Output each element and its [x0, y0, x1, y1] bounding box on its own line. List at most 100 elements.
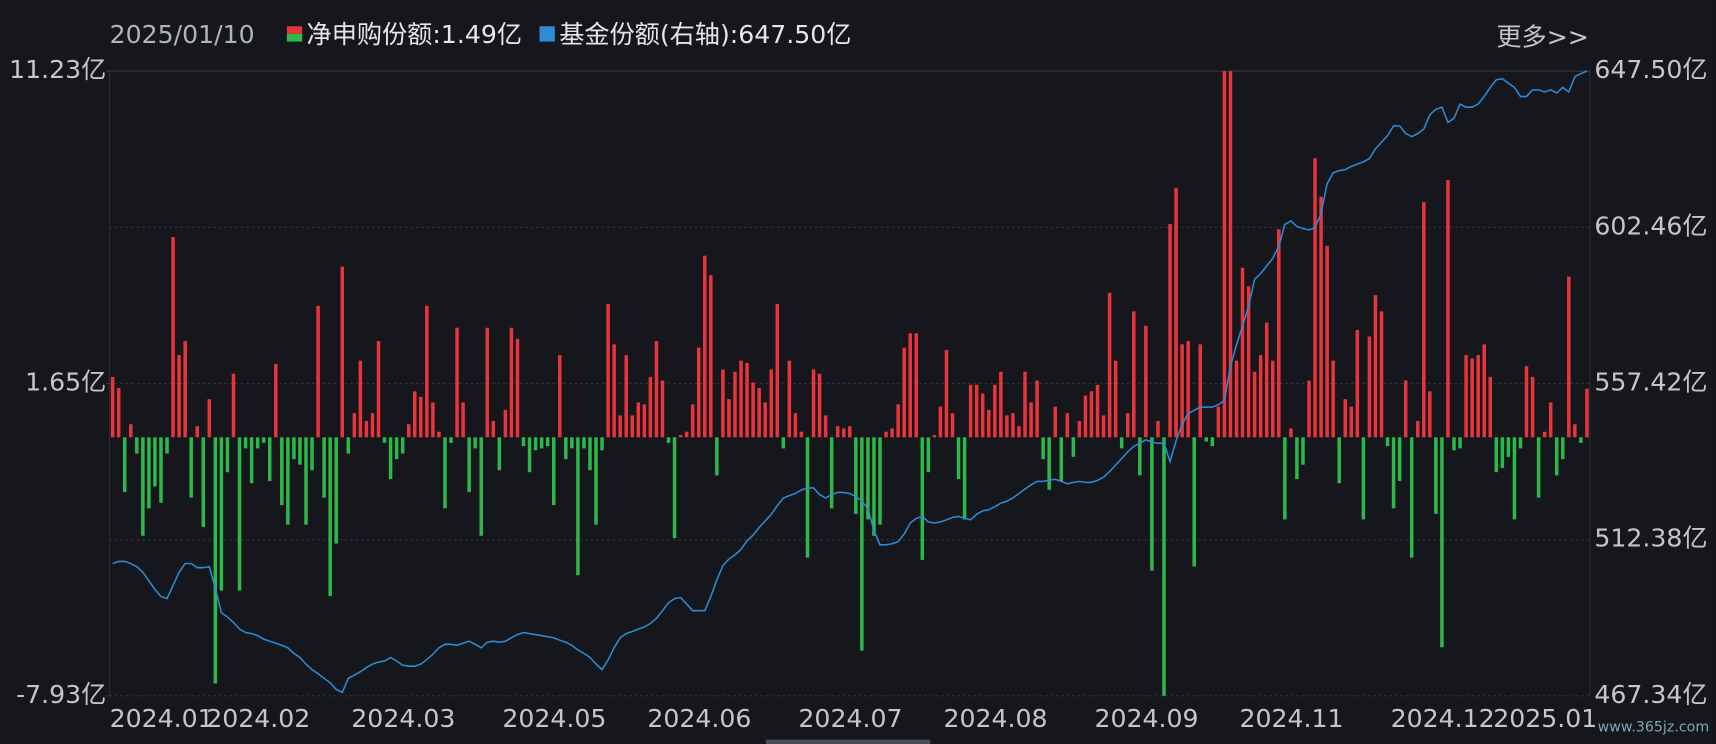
bar: [153, 437, 157, 487]
x-tick-label: 2024.05: [502, 704, 606, 733]
bar: [908, 333, 912, 438]
y-tick-label: -7.93亿: [16, 680, 106, 709]
scrollbar[interactable]: [766, 739, 931, 744]
bar: [1391, 437, 1396, 509]
bar: [842, 428, 846, 438]
bar: [509, 327, 514, 438]
bar: [715, 437, 719, 476]
bar: [709, 275, 713, 438]
bar: [473, 437, 477, 449]
bar: [999, 371, 1003, 438]
bar: [1452, 437, 1456, 451]
legend-swatch: [539, 26, 555, 42]
bar: [1512, 437, 1517, 520]
bar: [177, 355, 181, 438]
bar: [1409, 437, 1414, 558]
bar: [1337, 437, 1341, 484]
bar: [189, 437, 193, 498]
bar: [1216, 406, 1221, 438]
bar: [993, 384, 997, 438]
bar: [872, 437, 876, 536]
bar: [364, 420, 369, 438]
bar: [261, 437, 266, 443]
bar: [606, 303, 610, 438]
bar: [159, 437, 163, 503]
x-tick-label: 2024.03: [351, 704, 455, 733]
bar: [854, 437, 858, 514]
bar: [962, 437, 967, 520]
bar: [1107, 292, 1112, 438]
bar: [1071, 437, 1076, 457]
bar: [1186, 341, 1190, 438]
bar: [521, 437, 526, 447]
bar: [1403, 380, 1408, 438]
bar: [1385, 437, 1390, 447]
bar: [551, 437, 556, 506]
bar: [1125, 413, 1130, 438]
bar: [733, 371, 737, 438]
bar: [147, 437, 151, 509]
bar: [987, 409, 991, 438]
bar: [1536, 437, 1541, 498]
bar: [582, 437, 586, 449]
bar: [533, 437, 538, 451]
bar: [219, 437, 224, 591]
bar: [1059, 437, 1064, 481]
bar: [594, 437, 598, 525]
bar: [1319, 196, 1323, 438]
bar: [1428, 391, 1432, 438]
y2-tick-label: 602.46亿: [1594, 211, 1707, 240]
bar: [1144, 325, 1148, 438]
bar: [727, 399, 731, 438]
x-tick-label: 2024.11: [1240, 704, 1344, 733]
bar: [968, 384, 973, 438]
bar: [1585, 388, 1589, 438]
bar: [1252, 371, 1257, 438]
bar: [334, 437, 338, 544]
bar: [576, 437, 580, 576]
bar: [316, 305, 320, 438]
bar: [1567, 276, 1571, 438]
bar: [848, 426, 852, 438]
bar: [292, 437, 296, 460]
bar: [1524, 366, 1529, 438]
bar: [1180, 344, 1184, 438]
x-tick-label: 2024.12: [1391, 704, 1495, 733]
y2-tick-label: 467.34亿: [1594, 680, 1707, 709]
bar: [358, 360, 363, 438]
bar: [515, 338, 520, 438]
bar: [1035, 380, 1039, 438]
more-link[interactable]: 更多>>: [1496, 22, 1588, 51]
bar: [406, 424, 411, 438]
x-tick-label: 2024.07: [798, 704, 902, 733]
bar: [1277, 229, 1281, 438]
bar: [823, 415, 828, 438]
bar: [588, 437, 592, 471]
bar: [479, 437, 483, 536]
x-tick-label: 2024.06: [647, 704, 751, 733]
bar: [1301, 437, 1305, 465]
bar: [503, 409, 508, 438]
bar: [956, 437, 961, 480]
bar: [413, 391, 417, 438]
bar: [1379, 311, 1384, 438]
bar: [678, 435, 683, 438]
bar: [866, 437, 870, 520]
y2-tick-label: 647.50亿: [1594, 55, 1707, 84]
bar: [1295, 437, 1299, 480]
bar: [340, 266, 344, 438]
bar: [624, 355, 628, 438]
bar: [787, 360, 792, 438]
bar: [1464, 355, 1468, 438]
bar: [165, 437, 169, 454]
bar: [1041, 437, 1045, 460]
bar: [286, 437, 290, 525]
bar: [437, 431, 441, 438]
bar: [896, 404, 900, 438]
bar: [739, 360, 743, 438]
bar: [817, 373, 822, 438]
bar: [388, 437, 393, 480]
bar: [267, 437, 272, 481]
bar: [890, 428, 894, 438]
bar: [1488, 376, 1493, 438]
